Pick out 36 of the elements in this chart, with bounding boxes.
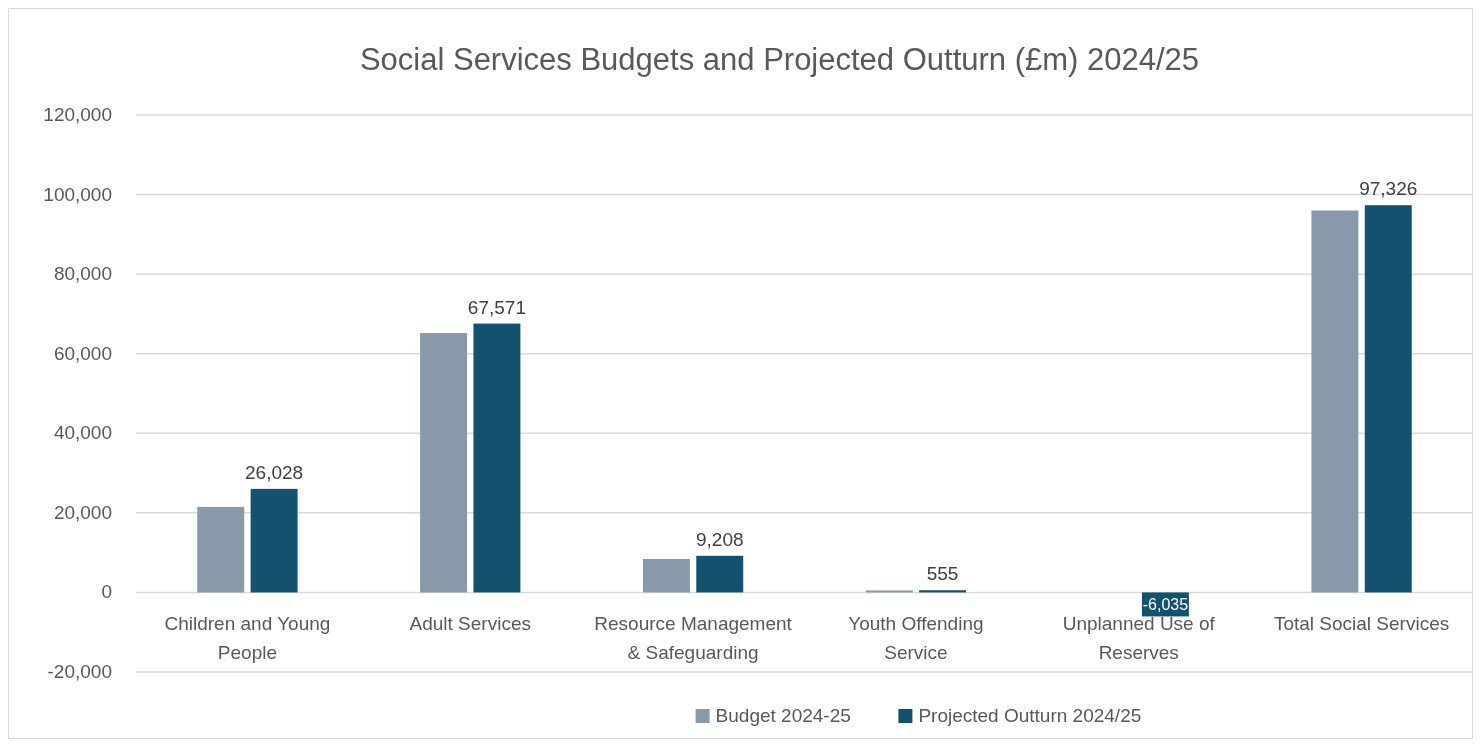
legend-label: Projected Outturn 2024/25 <box>918 705 1142 726</box>
y-tick-label: 0 <box>101 581 112 603</box>
data-label: 9,208 <box>695 528 744 550</box>
y-tick-label: 20,000 <box>53 501 112 523</box>
y-tick-label: 120,000 <box>43 104 112 125</box>
y-tick-label: 60,000 <box>53 342 112 364</box>
category-label: & Safeguarding <box>627 642 759 664</box>
category-label: Youth Offending <box>848 613 984 635</box>
bar <box>473 323 521 593</box>
legend-label: Budget 2024-25 <box>715 705 851 726</box>
data-label: -6,035 <box>1142 596 1189 614</box>
category-label: Reserves <box>1098 642 1179 664</box>
bar <box>250 488 298 593</box>
bar <box>642 559 690 593</box>
category-label: Service <box>884 642 948 664</box>
category-label: Children and Young <box>164 613 331 635</box>
category-label: Adult Services <box>409 613 531 635</box>
category-label: Unplanned Use of <box>1062 613 1215 635</box>
y-tick-label: 40,000 <box>53 422 112 444</box>
category-label: Resource Management <box>594 613 792 635</box>
category-label: Total Social Services <box>1273 613 1450 635</box>
bar <box>420 333 468 593</box>
y-tick-label: 100,000 <box>43 183 112 205</box>
category-label: People <box>217 642 277 664</box>
bar <box>197 506 245 593</box>
chart-title: Social Services Budgets and Projected Outturn (£m) 2024/25 <box>359 42 1200 77</box>
y-tick-label: 80,000 <box>53 263 112 285</box>
data-label: 26,028 <box>245 461 304 483</box>
bar <box>919 590 967 593</box>
data-label: 555 <box>926 563 959 585</box>
y-tick-label: -20,000 <box>47 661 112 682</box>
data-label: 97,326 <box>1359 178 1418 200</box>
bar <box>1311 210 1359 593</box>
data-label: 67,571 <box>467 296 526 318</box>
bar <box>1364 205 1412 593</box>
bar <box>696 555 744 593</box>
